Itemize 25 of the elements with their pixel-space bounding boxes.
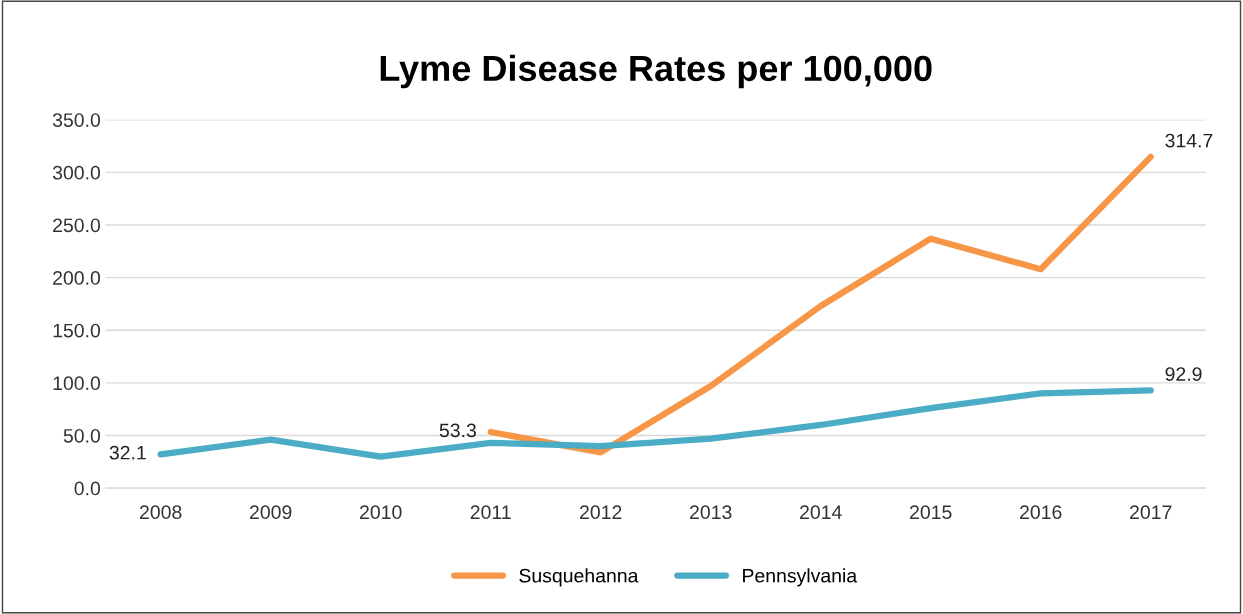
x-tick-label: 2010 [360, 505, 402, 520]
y-tick-label: 100.0 [53, 376, 101, 391]
x-tick-label: 2009 [250, 505, 292, 520]
x-tick-label: 2017 [1130, 505, 1172, 520]
chart-title: Lyme Disease Rates per 100,000 [380, 54, 932, 89]
x-tick-label: 2011 [470, 505, 511, 520]
data-label: 32.1 [109, 445, 146, 460]
data-label: 53.3 [439, 423, 476, 438]
y-tick-label: 0.0 [74, 481, 101, 496]
y-tick-label: 300.0 [52, 165, 101, 180]
x-tick-label: 2013 [690, 505, 732, 520]
y-tick-label: 200.0 [53, 271, 101, 285]
x-tick-label: 2014 [800, 505, 842, 520]
y-tick-label: 250.0 [53, 218, 101, 233]
y-tick-label: 350.0 [52, 113, 101, 127]
y-tick-label: 50.0 [63, 428, 101, 443]
y-tick-label: 150.0 [53, 323, 101, 338]
x-tick-label: 2008 [140, 505, 182, 520]
data-label: 92.9 [1165, 367, 1202, 381]
legend-label: Susquehanna [519, 568, 639, 587]
legend-label: Pennsylvania [743, 568, 858, 587]
x-tick-label: 2012 [580, 505, 622, 520]
x-tick-label: 2015 [910, 505, 952, 520]
x-tick-label: 2016 [1020, 505, 1062, 520]
data-label: 314.7 [1165, 133, 1213, 148]
